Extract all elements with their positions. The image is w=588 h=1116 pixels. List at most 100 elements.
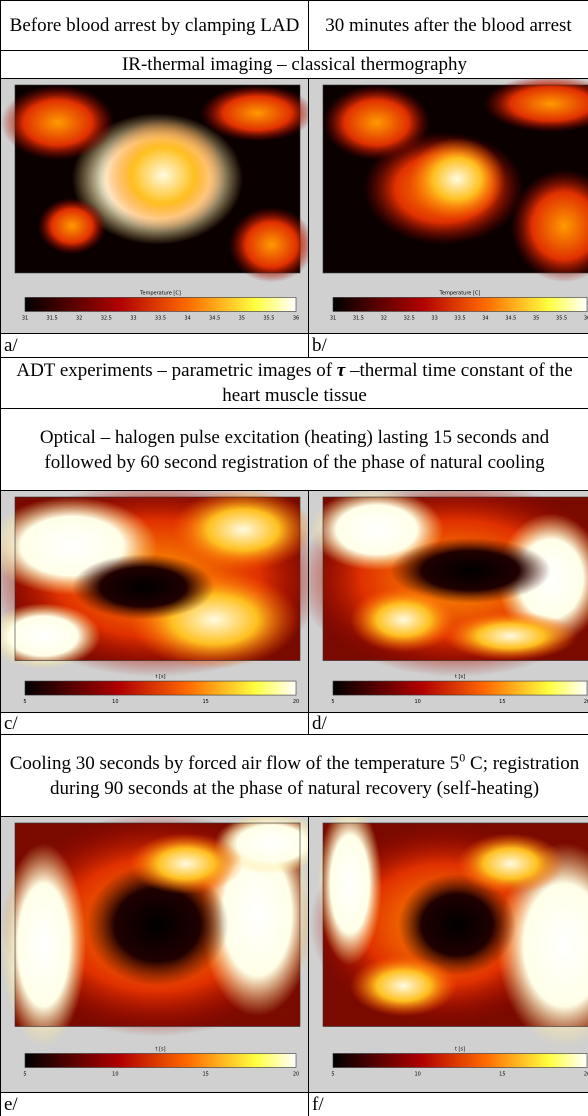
colorbar-title: t [s] [455,1047,465,1053]
heat-region [171,491,308,571]
colorbar-tick-label: 34.5 [505,315,516,321]
colorbar-tick-label: 10 [112,699,118,705]
colorbar-tick-label: 31.5 [47,315,58,321]
thermal-image: Temperature [C] 31 31.5 32 32.5 33 33.5 34 34.5 3… [1,79,308,333]
heat-region [483,79,588,132]
colorbar [332,297,588,312]
heat-region [457,833,565,895]
image-cell: t [s] 5 10 15 20 [0,816,309,1093]
heat-region [323,85,431,161]
colorbar-title: Temperature [C] [439,290,481,296]
image-cell: Temperature [C] 31 31.5 32 32.5 33 33.5 34 34.5 3… [308,78,588,334]
colorbar-tick-label: 34.5 [209,315,220,321]
image-frame [322,84,588,274]
colorbar-tick-label: 20 [584,699,588,705]
colorbar-tick-label: 36 [584,315,588,321]
section-title: Cooling 30 seconds by forced air flow of… [0,734,588,817]
thermal-image: Temperature [C] 31 31.5 32 32.5 33 33.5 34 34.5 3… [309,79,588,333]
colorbar-title: t [s] [155,1047,165,1053]
colorbar-tick-label: 32 [381,315,387,321]
colorbar-tick-label: 33 [431,315,437,321]
colorbar-tick-label: 34 [184,315,190,321]
panel-label: b/ [308,333,588,358]
panel-label: a/ [0,333,309,358]
image-cell: Temperature [C] 31 31.5 32 32.5 33 33.5 34 34.5 3… [0,78,309,334]
heat-region [1,85,115,161]
image-frame [14,822,301,1027]
panel-label: e/ [0,1092,309,1116]
colorbar-tick-label: 15 [202,1072,208,1078]
colorbar-tick-label: 32 [76,315,82,321]
heat-region [349,586,457,653]
colorbar-tick-label: 5 [23,699,26,705]
text: –thermal time constant of the heart musc… [222,360,573,406]
colorbar-tick-label: 10 [414,699,420,705]
heat-region [228,207,308,283]
colorbar-tick-label: 32.5 [101,315,112,321]
colorbar-title: t [s] [155,674,165,680]
colorbar-tick-label: 10 [414,1072,420,1078]
heat-region [497,843,588,1047]
section-title: IR-thermal imaging – classical thermogra… [0,50,588,79]
colorbar-tick-label: 35.5 [263,315,274,321]
section-title: ADT experiments – parametric images of τ… [0,357,588,409]
panel-label: d/ [308,712,588,735]
colorbar-tick-label: 20 [293,1072,299,1078]
heat-region [100,118,226,232]
colorbar-tick-label: 32.5 [404,315,415,321]
colorbar-tick-label: 31 [22,315,28,321]
image-cell: t [s] 5 10 15 20 [308,490,588,713]
colorbar-tick-label: 15 [499,1072,505,1078]
colorbar-tick-label: 10 [112,1072,118,1078]
colorbar [24,680,297,696]
colorbar-tick-label: 35 [533,315,539,321]
colorbar-tick-label: 15 [499,699,505,705]
text: Cooling 30 seconds by forced air flow of… [9,752,460,774]
colorbar-tick-label: 5 [23,1072,26,1078]
symbol: τ [336,360,346,381]
heat-region [72,554,215,620]
tau-image: t [s] 5 10 15 20 [1,817,308,1092]
image-frame [322,822,588,1027]
header-cell: Before blood arrest by clamping LAD [0,0,309,51]
colorbar-tick-label: 5 [331,1072,334,1078]
tau-image: t [s] 5 10 15 20 [309,491,588,712]
heat-region [129,833,243,895]
heat-region [1,843,87,1047]
heat-region [408,137,506,221]
image-cell: t [s] 5 10 15 20 [0,490,309,713]
heat-region [1,603,101,669]
panel-label: f/ [308,1092,588,1116]
heat-region [510,169,588,283]
colorbar-tick-label: 33.5 [155,315,166,321]
colorbar-tick-label: 33 [130,315,136,321]
header-cell: 30 minutes after the blood arrest [308,0,588,51]
colorbar-tick-label: 20 [293,699,299,705]
colorbar-tick-label: 20 [584,1072,588,1078]
colorbar-tick-label: 34 [482,315,488,321]
colorbar [24,1053,297,1068]
heat-region [86,863,229,986]
image-frame [14,84,301,274]
image-cell: t [s] 5 10 15 20 [308,816,588,1093]
text: C; registration during 90 seconds at the… [49,752,580,799]
colorbar-tick-label: 36 [293,315,299,321]
tau-image: t [s] 5 10 15 20 [309,817,588,1092]
section-title: Optical – halogen pulse excitation (heat… [0,408,588,491]
heat-region [317,817,382,966]
colorbar [332,1053,588,1068]
heat-region [349,955,457,1017]
image-frame [14,496,301,661]
colorbar-tick-label: 35 [239,315,245,321]
heat-region [390,537,551,604]
colorbar [332,680,588,696]
colorbar-tick-label: 31 [330,315,336,321]
heat-region [37,197,107,255]
colorbar-title: t [s] [455,674,465,680]
colorbar-tick-label: 15 [202,699,208,705]
heat-region [398,873,516,976]
text: ADT experiments – parametric images of [16,360,337,381]
colorbar-tick-label: 33.5 [454,315,465,321]
